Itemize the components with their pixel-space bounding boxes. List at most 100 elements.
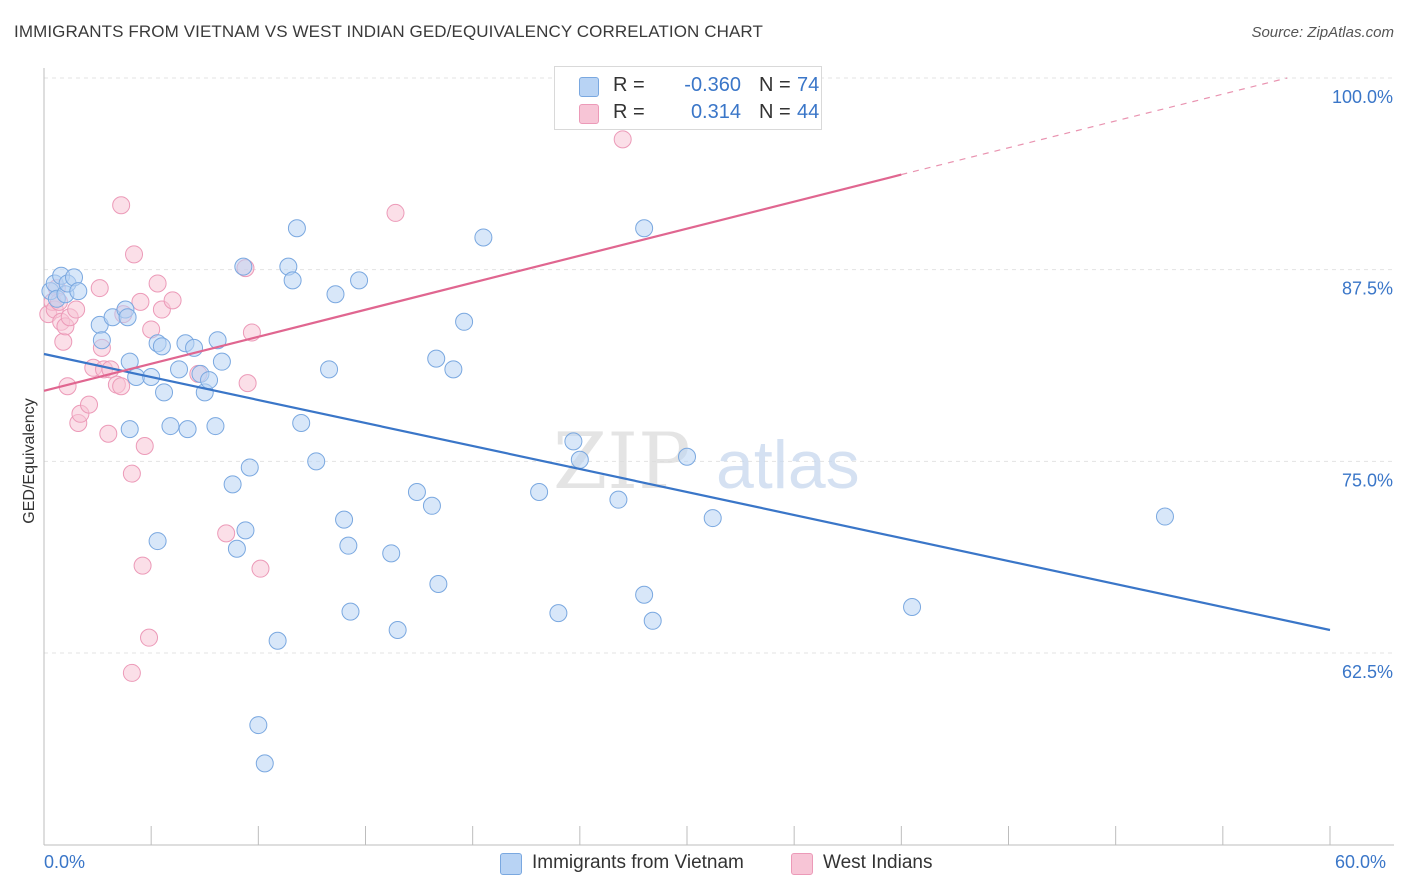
vietnam-point bbox=[422, 496, 441, 515]
gridlines bbox=[44, 77, 1394, 654]
vietnam-point bbox=[223, 475, 242, 494]
vietnam-point bbox=[703, 509, 722, 528]
correlation-legend: R = -0.360 N = 74 R = 0.314 N = 44 bbox=[554, 66, 822, 130]
x-min-label: 0.0% bbox=[44, 852, 86, 872]
vietnam-point bbox=[335, 510, 354, 529]
west-indians-point bbox=[112, 196, 131, 215]
vietnam-point bbox=[161, 417, 180, 436]
west-indians-point bbox=[99, 424, 118, 443]
vietnam-point bbox=[643, 611, 662, 630]
vietnam-point bbox=[200, 371, 219, 390]
y-tick-label: 62.5% bbox=[1342, 662, 1393, 682]
west-indians-point bbox=[386, 203, 405, 222]
legend-n-value: 44 bbox=[797, 101, 820, 123]
legend-n-label: N = bbox=[759, 74, 791, 96]
vietnam-point bbox=[903, 598, 922, 616]
trendlines bbox=[43, 77, 1331, 632]
y-tick-label: 87.5% bbox=[1342, 279, 1393, 299]
west-indians-point bbox=[112, 377, 131, 396]
x-ticks bbox=[150, 826, 1331, 845]
vietnam-point bbox=[249, 716, 268, 735]
vietnam-point bbox=[236, 521, 255, 540]
vietnam-point bbox=[255, 754, 274, 773]
west-indians-point bbox=[80, 395, 99, 414]
legend-swatch-pink bbox=[791, 853, 813, 875]
west-indians-point bbox=[217, 524, 236, 543]
vietnam-point bbox=[227, 539, 246, 558]
vietnam-point bbox=[307, 452, 326, 471]
west-indians-point bbox=[133, 556, 152, 575]
vietnam-point bbox=[339, 536, 358, 555]
west-indians-point bbox=[148, 274, 167, 293]
vietnam-points bbox=[41, 69, 1174, 773]
west-indians-points bbox=[39, 107, 658, 682]
vietnam-point bbox=[564, 432, 583, 451]
watermark: ZIP atlas bbox=[553, 417, 860, 507]
vietnam-point bbox=[120, 420, 139, 439]
vietnam-point bbox=[148, 532, 167, 551]
west-indians-point bbox=[67, 300, 86, 319]
legend-n-value: 74 bbox=[797, 74, 820, 96]
vietnam-point bbox=[444, 360, 463, 379]
vietnam-point bbox=[127, 368, 146, 386]
y-tick-label: 75.0% bbox=[1342, 470, 1393, 490]
vietnam-point bbox=[206, 417, 225, 436]
vietnam-point bbox=[678, 447, 696, 466]
vietnam-point bbox=[570, 450, 589, 469]
y-tick-label: 100.0% bbox=[1332, 87, 1393, 107]
x-max-label: 60.0% bbox=[1335, 852, 1387, 872]
vietnam-point bbox=[341, 602, 360, 621]
vietnam-point bbox=[635, 219, 654, 238]
vietnam-point bbox=[427, 349, 446, 368]
west-indians-point bbox=[251, 559, 270, 578]
legend-n-label: N = bbox=[759, 101, 791, 123]
west-indians-point bbox=[131, 292, 150, 311]
vietnam-trendline bbox=[43, 352, 1331, 632]
vietnam-point bbox=[635, 585, 654, 604]
west-indians-point bbox=[135, 437, 154, 455]
legend-r-value: -0.360 bbox=[684, 74, 741, 96]
west-indians-point bbox=[125, 245, 144, 264]
vietnam-point bbox=[455, 312, 474, 331]
west-indians-point bbox=[613, 130, 632, 149]
legend-r-label: R = bbox=[613, 74, 645, 96]
vietnam-point bbox=[429, 575, 448, 593]
chart-title: IMMIGRANTS FROM VIETNAM VS WEST INDIAN G… bbox=[14, 22, 763, 41]
y-tick-labels: 62.5% 75.0% 87.5% 100.0% bbox=[1332, 87, 1393, 682]
vietnam-point bbox=[178, 420, 197, 439]
y-axis-label: GED/Equivalency bbox=[21, 398, 38, 524]
west-indians-point bbox=[122, 464, 141, 483]
legend-r-value: 0.314 bbox=[690, 101, 741, 123]
vietnam-point bbox=[530, 483, 549, 501]
vietnam-point bbox=[92, 331, 111, 350]
chart-source: Source: ZipAtlas.com bbox=[1251, 24, 1394, 41]
vietnam-point bbox=[283, 271, 302, 290]
legend-label-vietnam: Immigrants from Vietnam bbox=[532, 852, 744, 873]
vietnam-point bbox=[212, 352, 231, 371]
west-indians-trendline-extension bbox=[901, 77, 1288, 176]
vietnam-point bbox=[234, 257, 253, 276]
axes bbox=[43, 68, 1394, 846]
legend-swatch-blue bbox=[579, 77, 599, 97]
legend-swatch-blue bbox=[500, 853, 522, 875]
vietnam-point bbox=[208, 331, 227, 350]
vietnam-point bbox=[1155, 507, 1174, 526]
vietnam-point bbox=[287, 219, 306, 238]
vietnam-point bbox=[320, 360, 339, 379]
vietnam-point bbox=[155, 383, 174, 402]
vietnam-point bbox=[388, 621, 407, 639]
vietnam-point bbox=[118, 308, 137, 327]
vietnam-point bbox=[69, 282, 88, 301]
west-indians-trendline bbox=[43, 173, 902, 392]
vietnam-point bbox=[170, 360, 189, 379]
vietnam-point bbox=[474, 228, 493, 247]
vietnam-point bbox=[326, 285, 345, 304]
vietnam-point bbox=[268, 631, 287, 650]
vietnam-point bbox=[292, 414, 311, 432]
west-indians-point bbox=[90, 279, 109, 298]
vietnam-point bbox=[152, 337, 171, 356]
west-indians-point bbox=[122, 663, 141, 682]
watermark-atlas: atlas bbox=[716, 427, 860, 503]
vietnam-point bbox=[350, 271, 369, 290]
